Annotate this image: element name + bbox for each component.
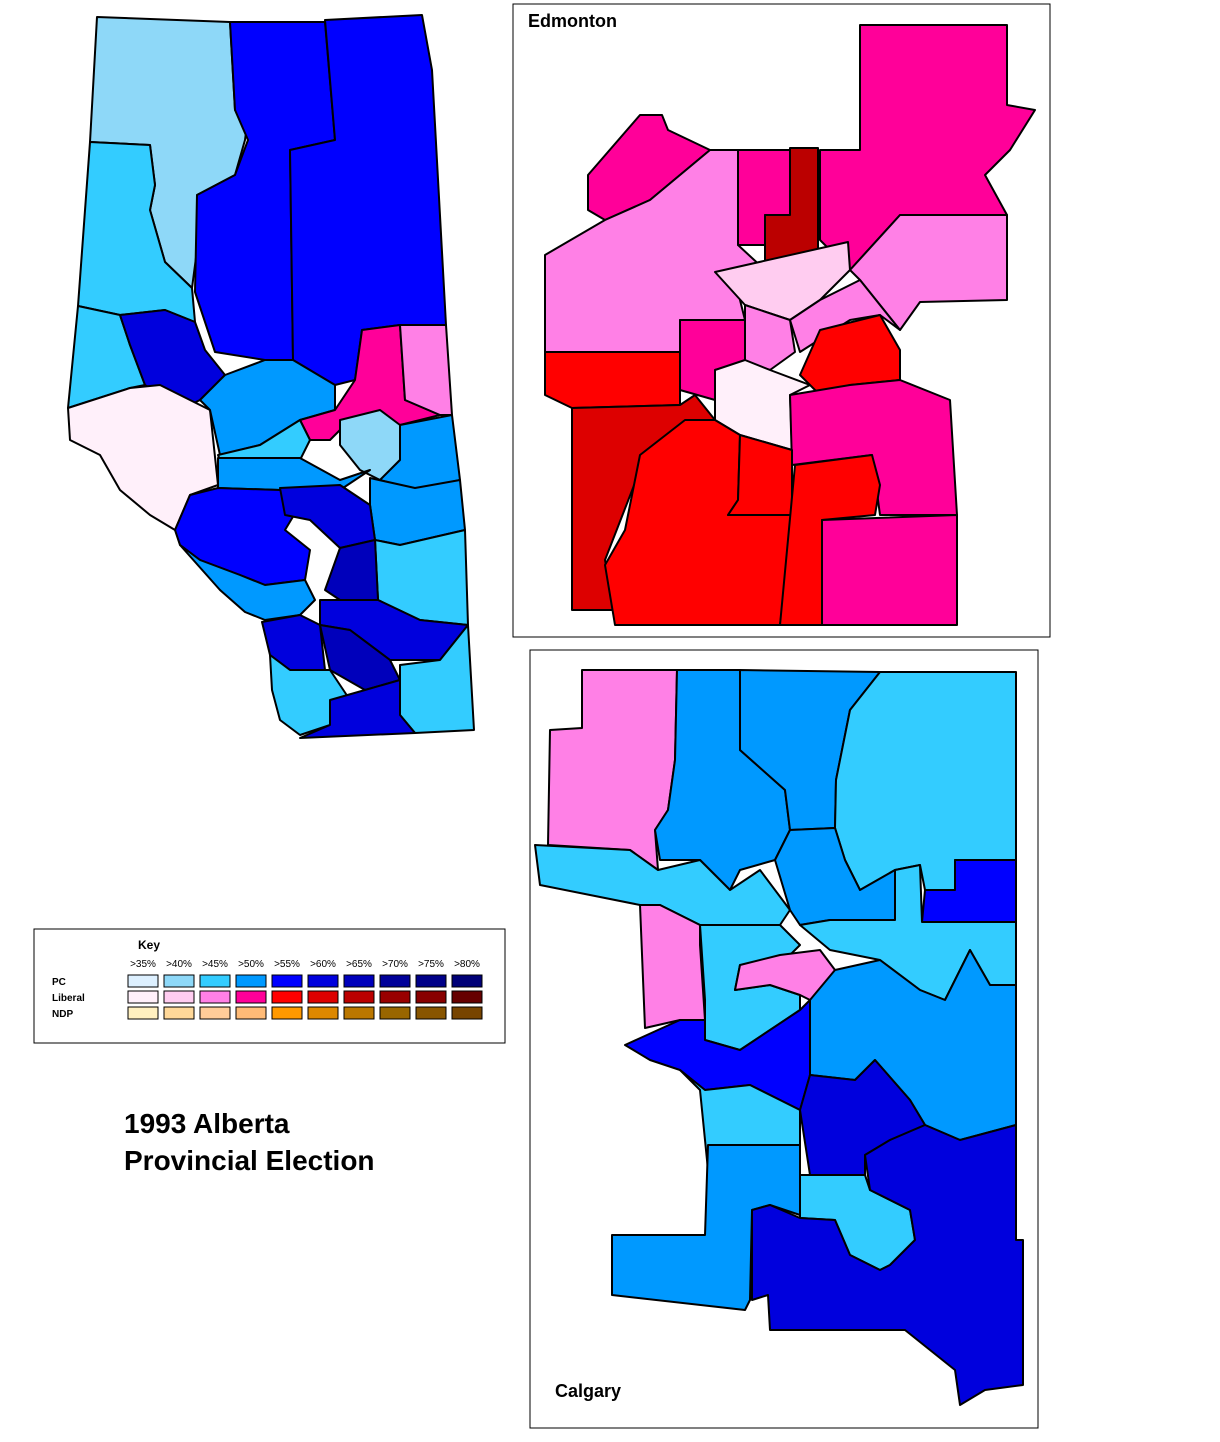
legend-party: NDP (52, 1009, 73, 1020)
legend-swatch (127, 990, 159, 1004)
legend-swatch (199, 1006, 231, 1020)
legend-swatch (451, 1006, 483, 1020)
legend-swatch (307, 990, 339, 1004)
title-line: 1993 Alberta (124, 1108, 290, 1139)
region (299, 679, 416, 739)
legend-swatch (127, 1006, 159, 1020)
region (179, 544, 316, 621)
legend-swatch (163, 1006, 195, 1020)
legend-swatch (307, 974, 339, 988)
region (217, 457, 371, 491)
region (821, 514, 958, 626)
legend-swatch (271, 990, 303, 1004)
legend-swatch (235, 990, 267, 1004)
edmonton-map (544, 24, 1036, 626)
calgary-map (534, 669, 1024, 1406)
legend-swatch (163, 974, 195, 988)
legend-swatch (235, 1006, 267, 1020)
region (639, 904, 706, 1029)
legend-swatch (127, 974, 159, 988)
legend-threshold: >55% (274, 959, 300, 970)
legend-title: Key (138, 938, 160, 952)
region (727, 434, 793, 516)
legend-threshold: >35% (130, 959, 156, 970)
region (399, 324, 453, 416)
province-map (67, 14, 475, 739)
inset-label: Calgary (555, 1381, 621, 1401)
legend-swatch (415, 990, 447, 1004)
region (544, 351, 681, 409)
legend-swatch (199, 974, 231, 988)
legend-threshold: >80% (454, 959, 480, 970)
legend-party: PC (52, 977, 66, 988)
legend-threshold: >65% (346, 959, 372, 970)
legend-swatch (451, 990, 483, 1004)
legend-swatch (379, 974, 411, 988)
legend-swatch (271, 1006, 303, 1020)
legend-threshold: >70% (382, 959, 408, 970)
legend-threshold: >75% (418, 959, 444, 970)
title-line: Provincial Election (124, 1145, 375, 1176)
legend-swatch (271, 974, 303, 988)
legend-threshold: >60% (310, 959, 336, 970)
legend-swatch (199, 990, 231, 1004)
legend-swatch (235, 974, 267, 988)
legend-swatch (163, 990, 195, 1004)
legend-party: Liberal (52, 993, 85, 1004)
inset-label: Edmonton (528, 11, 617, 31)
legend-swatch (343, 974, 375, 988)
legend-swatch (451, 974, 483, 988)
legend-swatch (343, 990, 375, 1004)
legend-threshold: >50% (238, 959, 264, 970)
legend-swatch (379, 1006, 411, 1020)
legend-swatch (415, 1006, 447, 1020)
region (751, 1124, 1024, 1406)
legend-swatch (415, 974, 447, 988)
legend-threshold: >40% (166, 959, 192, 970)
region (779, 454, 881, 626)
legend-swatch (379, 990, 411, 1004)
region (324, 539, 379, 601)
legend-swatch (343, 1006, 375, 1020)
legend-swatch (307, 1006, 339, 1020)
region (834, 671, 1017, 891)
legend: Key >35% >40% >45% >50% >55% >60% >65% >70% >75%… (33, 928, 506, 1044)
legend-threshold: >45% (202, 959, 228, 970)
